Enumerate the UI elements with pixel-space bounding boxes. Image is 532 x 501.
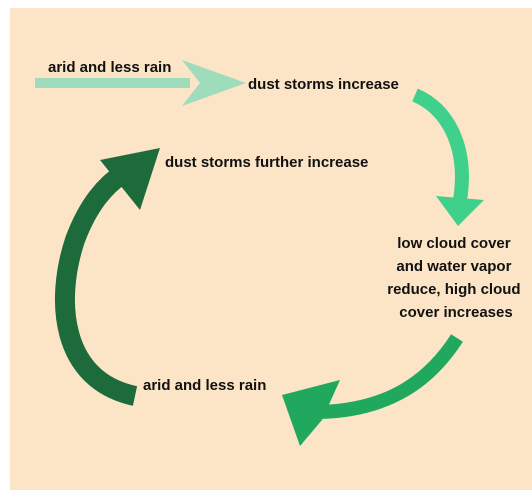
arrow-head (100, 148, 160, 210)
arrow-head (182, 60, 246, 106)
node-label: dust storms increase (248, 76, 399, 93)
node-label: arid and less rain (143, 377, 266, 394)
arrow-curve (55, 163, 138, 406)
arrow-head (282, 380, 340, 446)
node-label: low cloud cover and water vapor reduce, … (387, 235, 525, 321)
node-label-line: reduce, high cloud (387, 281, 520, 298)
arrow-curve (411, 88, 469, 202)
node-label: arid and less rain (48, 59, 171, 76)
node-label: dust storms further increase (165, 154, 368, 171)
arrow-head (436, 196, 484, 226)
node-label-line: low cloud cover (397, 235, 511, 252)
arrow-curve (319, 334, 463, 419)
arrow-shaft (35, 78, 190, 88)
node-label-line: and water vapor (396, 258, 511, 275)
panel (10, 8, 532, 490)
node-label-line: cover increases (399, 304, 512, 321)
